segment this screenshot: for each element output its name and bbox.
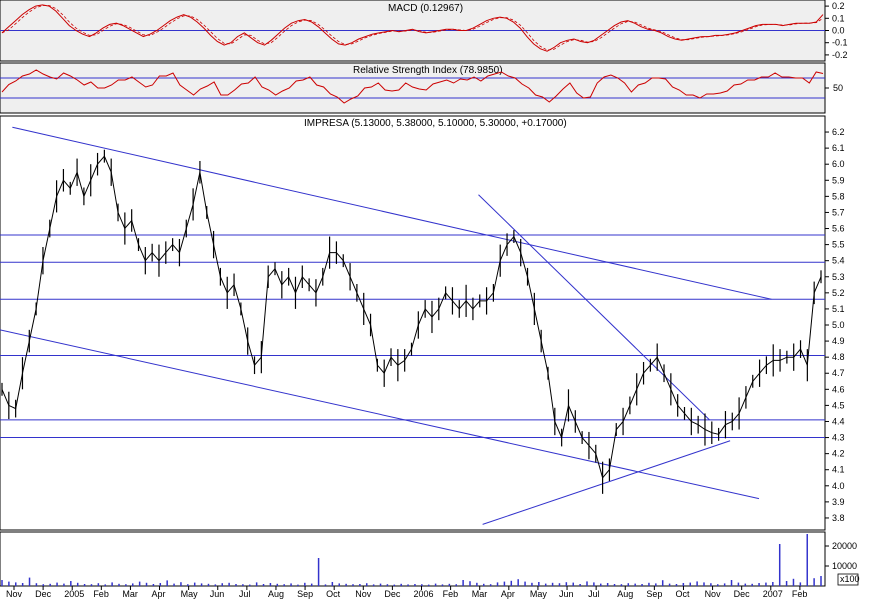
x-tick-label: Dec xyxy=(35,589,52,599)
price-panel: IMPRESA (5.13000, 5.38000, 5.10000, 5.30… xyxy=(0,115,845,531)
rsi-panel: Relative Strength Index (78.9850) 50 xyxy=(0,62,843,114)
macd-tick-label: 0.0 xyxy=(832,26,845,36)
volume-tick-label: 10000 xyxy=(832,561,857,571)
volume-tick-label: 20000 xyxy=(832,541,857,551)
x-tick-label: Jun xyxy=(210,589,225,599)
macd-title: MACD (0.12967) xyxy=(388,3,463,14)
x-tick-label: Nov xyxy=(705,589,722,599)
price-tick-label: 5.4 xyxy=(832,256,845,266)
x-tick-label: Mar xyxy=(472,589,488,599)
x-tick-label: Feb xyxy=(93,589,109,599)
price-panel-background xyxy=(0,115,826,531)
x-tick-label: Jun xyxy=(559,589,574,599)
x-tick-label: 2007 xyxy=(763,589,783,599)
x-tick-label: Oct xyxy=(675,589,690,599)
x-tick-label: Jul xyxy=(588,589,600,599)
volume-unit-box xyxy=(837,573,859,586)
price-tick-label: 4.4 xyxy=(832,416,845,426)
price-line xyxy=(1,155,822,479)
price-y-ticks: 6.2 6.1 6.0 5.9 5.8 5.7 5.6 5.5 5.4 5.3 5.2 5.1 5.0 4… xyxy=(825,127,845,523)
volume-unit-label: x100 xyxy=(840,574,860,584)
macd-tick-label: 0.1 xyxy=(832,13,845,23)
volume-panel-background xyxy=(0,531,826,587)
x-tick-label: Aug xyxy=(617,589,633,599)
rsi-panel-background xyxy=(0,62,826,114)
x-tick-label: 2005 xyxy=(64,589,84,599)
price-tick-label: 4.3 xyxy=(832,433,845,443)
price-trendline xyxy=(12,126,487,236)
rsi-line xyxy=(1,69,824,104)
volume-bars xyxy=(1,534,822,586)
x-axis: Nov Dec 2005 Feb Mar Apr May Jun Jul Aug Sep Oct Nov… xyxy=(6,586,807,599)
price-trendline xyxy=(486,234,772,300)
price-tick-label: 5.1 xyxy=(832,304,845,314)
price-series xyxy=(1,149,822,494)
price-tick-label: 4.8 xyxy=(832,352,845,362)
price-trendline xyxy=(482,440,731,525)
x-tick-label: Apr xyxy=(501,589,515,599)
x-tick-label: Aug xyxy=(268,589,284,599)
macd-signal-line xyxy=(1,5,824,51)
price-tick-label: 4.6 xyxy=(832,384,845,394)
price-tick-label: 6.2 xyxy=(832,127,845,137)
rsi-title: Relative Strength Index (78.9850) xyxy=(353,65,503,76)
price-tick-label: 5.5 xyxy=(832,240,845,250)
price-tick-label: 5.3 xyxy=(832,272,845,282)
price-tick-label: 6.0 xyxy=(832,159,845,169)
x-tick-label: Apr xyxy=(152,589,166,599)
price-tick-label: 6.1 xyxy=(832,143,845,153)
price-trendline xyxy=(0,329,760,500)
x-tick-label: Jul xyxy=(239,589,251,599)
x-tick-label: 2006 xyxy=(414,589,434,599)
price-tick-label: 4.9 xyxy=(832,336,845,346)
x-tick-label: May xyxy=(530,589,548,599)
price-tick-label: 3.8 xyxy=(832,513,845,523)
price-tick-label: 4.2 xyxy=(832,449,845,459)
x-tick-label: Dec xyxy=(384,589,401,599)
price-tick-label: 5.6 xyxy=(832,224,845,234)
x-tick-label: Feb xyxy=(443,589,459,599)
price-tick-label: 5.0 xyxy=(832,320,845,330)
price-tick-label: 5.2 xyxy=(832,288,845,298)
x-tick-label: Dec xyxy=(734,589,751,599)
macd-tick-label: -0.1 xyxy=(832,38,848,48)
x-tick-label: Mar xyxy=(122,589,138,599)
x-tick-label: Sep xyxy=(646,589,662,599)
x-tick-label: Nov xyxy=(6,589,23,599)
rsi-tick-label: 50 xyxy=(833,83,843,93)
x-tick-label: Feb xyxy=(792,589,808,599)
price-tick-label: 4.7 xyxy=(832,368,845,378)
price-tick-label: 3.9 xyxy=(832,497,845,507)
price-tick-label: 5.9 xyxy=(832,175,845,185)
rsi-y-ticks: 50 xyxy=(0,77,843,99)
macd-line xyxy=(1,4,824,52)
x-tick-label: Sep xyxy=(297,589,313,599)
x-tick-label: May xyxy=(181,589,199,599)
price-horizontal-levels xyxy=(0,234,825,439)
volume-panel: 20000 10000 x100 xyxy=(0,531,860,587)
volume-y-ticks: 20000 10000 xyxy=(825,541,857,571)
macd-series xyxy=(1,4,824,52)
macd-y-ticks: 0.2 0.1 0.0 -0.1 -0.2 xyxy=(825,1,848,60)
price-tick-label: 4.0 xyxy=(832,481,845,491)
rsi-series xyxy=(1,69,824,104)
price-tick-label: 5.8 xyxy=(832,191,845,201)
x-tick-label: Nov xyxy=(355,589,372,599)
macd-tick-label: 0.2 xyxy=(832,1,845,11)
price-tick-label: 5.7 xyxy=(832,207,845,217)
price-tick-label: 4.5 xyxy=(832,400,845,410)
price-tick-label: 4.1 xyxy=(832,465,845,475)
macd-tick-label: -0.2 xyxy=(832,50,848,60)
price-title: IMPRESA (5.13000, 5.38000, 5.10000, 5.30… xyxy=(304,118,567,129)
x-tick-label: Oct xyxy=(326,589,341,599)
macd-panel: MACD (0.12967) 0.2 0.1 0.0 -0.1 -0.2 xyxy=(0,0,848,62)
